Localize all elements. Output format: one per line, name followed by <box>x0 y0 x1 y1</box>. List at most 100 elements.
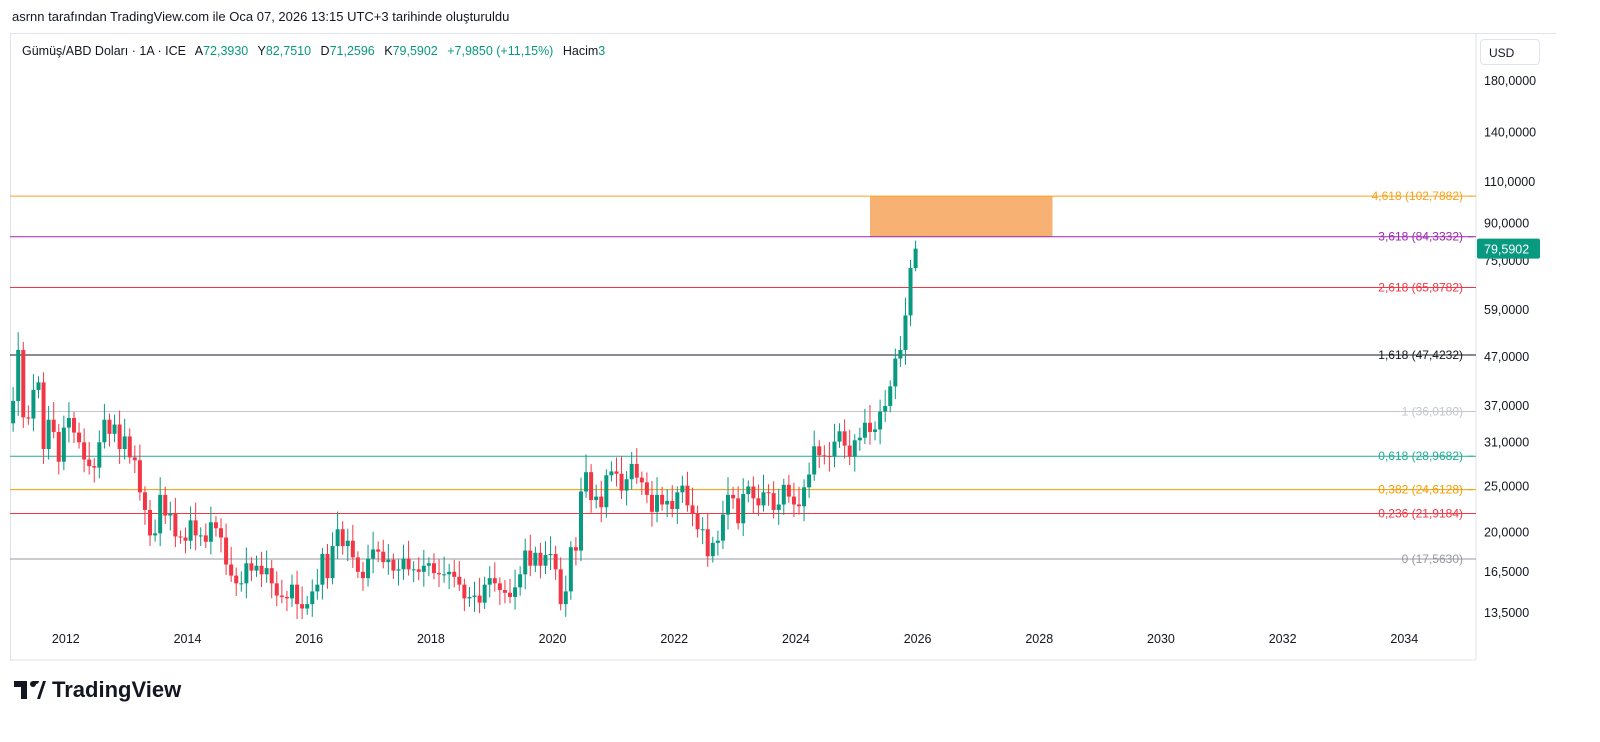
candle <box>883 405 888 412</box>
candle <box>533 552 538 566</box>
candle <box>543 555 548 566</box>
candle <box>249 563 254 571</box>
candle <box>335 529 340 547</box>
candle <box>254 565 259 571</box>
candle <box>153 533 158 536</box>
candle <box>401 558 406 570</box>
candle <box>173 513 178 537</box>
candle <box>462 584 467 599</box>
candle <box>198 535 203 537</box>
candle <box>710 542 715 557</box>
candle <box>274 583 279 596</box>
candle <box>817 446 822 456</box>
candle <box>183 537 188 541</box>
candle <box>497 583 502 591</box>
candle <box>518 574 523 588</box>
candle <box>746 486 751 495</box>
candle <box>158 494 163 534</box>
candle <box>457 576 462 585</box>
candle <box>584 472 589 492</box>
candle <box>751 486 756 499</box>
candle <box>695 513 700 530</box>
candle <box>142 492 147 510</box>
candle <box>188 520 193 541</box>
candle <box>842 431 847 446</box>
candle <box>244 563 249 584</box>
candle <box>776 504 781 510</box>
candle <box>502 590 507 593</box>
candle <box>26 417 31 419</box>
candle <box>573 547 578 551</box>
candle <box>355 557 360 572</box>
brand-name: TradingView <box>52 677 182 702</box>
candle <box>224 537 229 565</box>
candle <box>92 466 97 468</box>
candle <box>857 437 862 441</box>
candle <box>649 494 654 512</box>
candle <box>127 436 132 458</box>
tradingview-logo[interactable]: TradingView <box>14 677 181 703</box>
symbol-name[interactable]: Gümüş/ABD Doları · 1A · ICE <box>22 44 186 58</box>
candle <box>447 571 452 575</box>
candle <box>715 540 720 543</box>
candle <box>665 500 670 505</box>
candle <box>802 487 807 507</box>
price-tick: 31,0000 <box>1484 435 1529 449</box>
symbol-legend: Gümüş/ABD Doları · 1A · ICE A72,3930 Y82… <box>22 44 611 58</box>
candle <box>61 427 66 462</box>
candle <box>117 424 122 450</box>
candle <box>558 569 563 605</box>
candle <box>6 423 10 463</box>
candle <box>548 553 553 556</box>
candle <box>315 584 320 592</box>
price-tick: 20,0000 <box>1484 525 1529 539</box>
candle <box>66 417 71 428</box>
candle <box>553 553 558 570</box>
candle <box>771 493 776 510</box>
candle <box>239 583 244 585</box>
tradingview-logo-icon <box>14 681 46 699</box>
candle <box>807 474 812 488</box>
candle <box>168 513 173 516</box>
candle <box>791 496 796 505</box>
candle <box>300 604 305 609</box>
price-tick: 13,5000 <box>1484 606 1529 620</box>
candle <box>381 551 386 563</box>
candle <box>639 477 644 483</box>
time-tick: 2030 <box>1147 632 1175 646</box>
candle <box>796 504 801 507</box>
price-tick: 47,0000 <box>1484 350 1529 364</box>
fib-label: 1,618 (47,4232) <box>1378 348 1463 362</box>
candle <box>229 564 234 576</box>
candle <box>386 559 391 563</box>
candle <box>538 552 543 566</box>
candle <box>82 442 87 460</box>
candle <box>284 596 289 599</box>
change-value: +7,9850 (+11,15%) <box>447 44 554 58</box>
candle <box>624 479 629 491</box>
candle <box>660 494 665 505</box>
candle <box>279 595 284 597</box>
fib-label: 1 (36,0180) <box>1402 404 1463 418</box>
candle <box>467 596 472 599</box>
candle <box>862 422 867 438</box>
candle <box>685 485 690 506</box>
candle <box>675 492 680 510</box>
currency-button[interactable]: USD <box>1480 39 1540 65</box>
candle <box>208 522 213 542</box>
candle <box>376 549 381 552</box>
close-value: K79,5902 <box>384 44 438 58</box>
candle <box>77 432 82 443</box>
time-tick: 2024 <box>782 632 810 646</box>
candle <box>112 424 117 434</box>
candle <box>908 268 913 316</box>
time-tick: 2018 <box>417 632 445 646</box>
candle <box>396 569 401 571</box>
candle <box>442 574 447 576</box>
candle <box>594 496 599 501</box>
chart-frame <box>10 33 1556 661</box>
candle <box>269 568 274 584</box>
candle <box>421 565 426 572</box>
candle <box>827 455 832 457</box>
